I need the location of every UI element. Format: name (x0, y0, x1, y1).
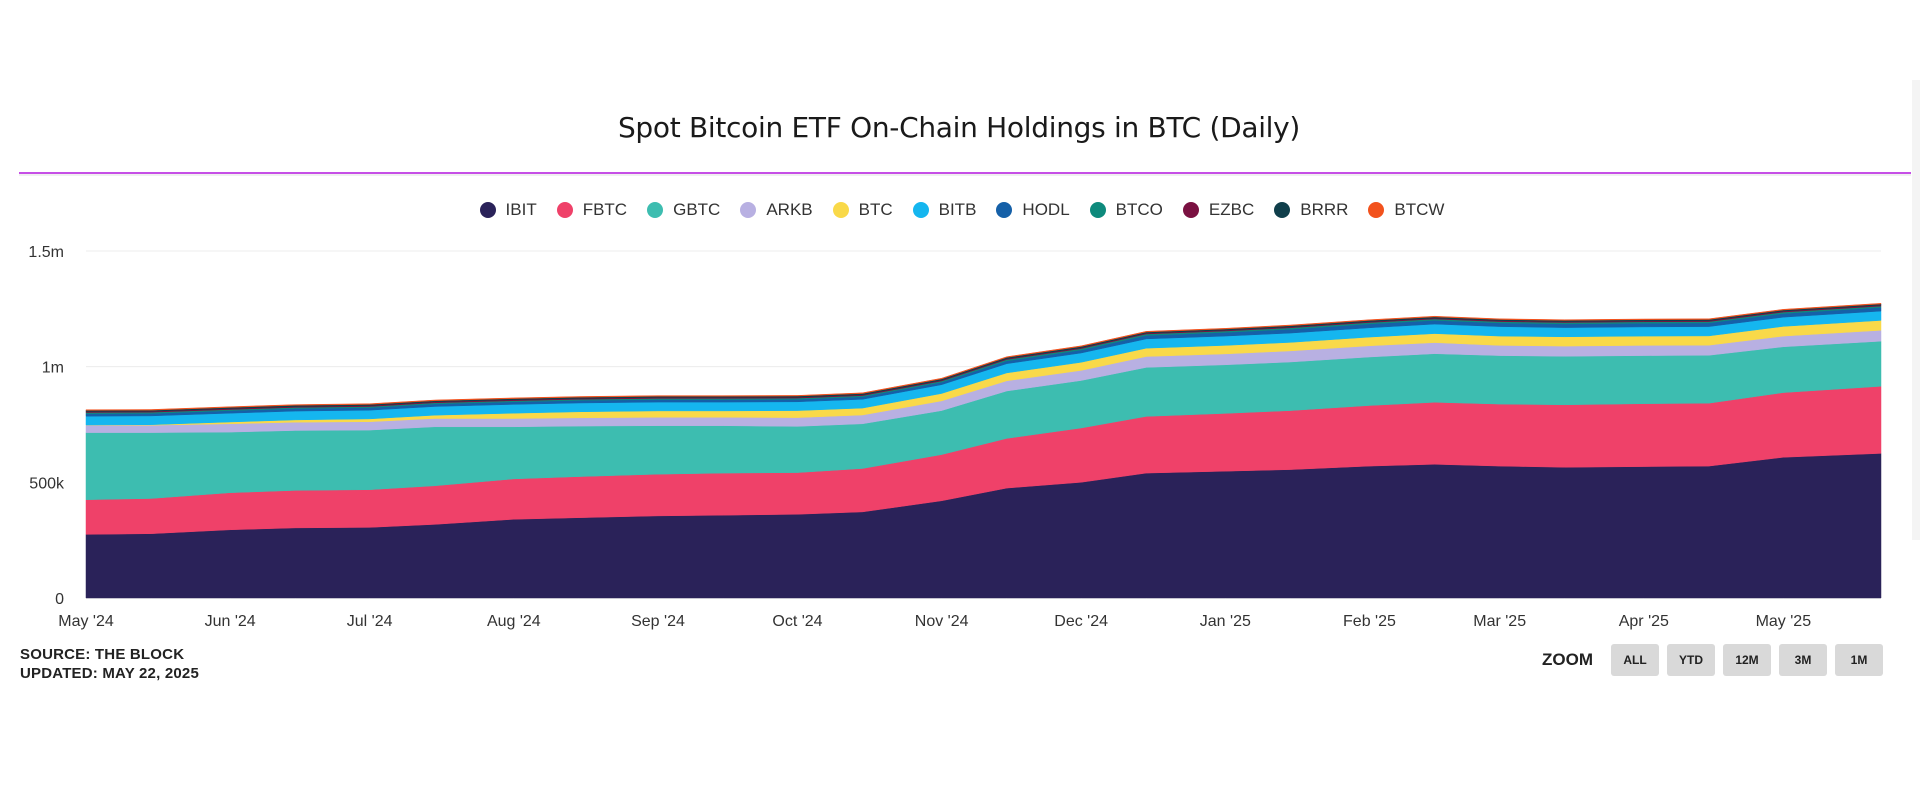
legend-item-fbtc[interactable]: FBTC (556, 200, 628, 220)
x-tick-label: May '24 (58, 613, 114, 630)
x-tick-label: Apr '25 (1619, 613, 1669, 630)
legend-swatch (912, 202, 929, 218)
x-tick-label: Mar '25 (1473, 613, 1526, 630)
legend-label: BITB (938, 200, 977, 219)
x-tick-label: Aug '24 (487, 613, 541, 630)
legend-swatch (832, 202, 849, 218)
legend-swatch (1368, 202, 1385, 218)
title-divider (19, 172, 1911, 174)
x-tick-label: Feb '25 (1343, 613, 1396, 630)
legend-swatch (1182, 202, 1199, 218)
x-tick-label: Jun '24 (205, 613, 256, 630)
stacked-area-chart: 0 500k 1m 1.5m May '24 Jun '24 Jul '24 Aug '24… (28, 244, 1882, 630)
x-tick-label: Jan '25 (1200, 613, 1251, 630)
legend-item-ezbc[interactable]: EZBC (1182, 200, 1255, 220)
x-tick-label: May '25 (1756, 613, 1812, 630)
zoom-3m-button[interactable]: 3M (1779, 644, 1827, 676)
legend-label: HODL (1022, 200, 1070, 219)
legend-label: IBIT (505, 200, 537, 219)
source-line: SOURCE: THE BLOCK (20, 646, 185, 663)
zoom-ytd-button[interactable]: YTD (1667, 644, 1715, 676)
legend-item-btco[interactable]: BTCO (1089, 200, 1163, 220)
area-btcw (85, 303, 1882, 411)
x-tick-label: Jul '24 (347, 613, 393, 630)
title-divider-shadow (19, 174, 1911, 176)
legend-swatch (740, 202, 757, 218)
y-tick-label: 0 (55, 591, 64, 608)
legend-swatch (556, 202, 573, 218)
legend-label: FBTC (582, 200, 628, 219)
zoom-label: ZOOM (1542, 650, 1593, 669)
updated-line: UPDATED: MAY 22, 2025 (20, 665, 199, 682)
y-axis-ticks: 0 500k 1m 1.5m (28, 244, 65, 608)
legend-swatch (1089, 202, 1106, 218)
y-tick-label: 500k (29, 475, 65, 492)
series-areas (85, 303, 1882, 599)
legend-item-brrr[interactable]: BRRR (1274, 200, 1348, 220)
legend-label: BTCW (1394, 200, 1445, 219)
legend-label: BTCO (1115, 200, 1163, 219)
legend-item-arkb[interactable]: ARKB (740, 200, 813, 220)
zoom-1m-button[interactable]: 1M (1835, 644, 1883, 676)
legend-label: BRRR (1300, 200, 1349, 219)
zoom-12m-button[interactable]: 12M (1723, 644, 1771, 676)
legend-swatch (996, 202, 1013, 218)
legend-item-btcw[interactable]: BTCW (1368, 200, 1444, 220)
legend-item-gbtc[interactable]: GBTC (647, 200, 720, 220)
legend-item-btc[interactable]: BTC (832, 200, 893, 220)
x-tick-label: Nov '24 (915, 613, 969, 630)
x-axis-ticks: May '24 Jun '24 Jul '24 Aug '24 Sep '24 Oct '… (58, 613, 1811, 630)
legend-item-ibit[interactable]: IBIT (479, 200, 537, 220)
zoom-controls: ZOOM ALL YTD 12M 3M 1M (1542, 644, 1883, 676)
legend-swatch (1274, 202, 1291, 218)
scrollbar[interactable] (1912, 80, 1920, 540)
legend-label: EZBC (1208, 200, 1255, 219)
legend-label: BTC (858, 200, 893, 219)
legend-swatch (647, 202, 664, 218)
zoom-all-button[interactable]: ALL (1611, 644, 1659, 676)
legend-swatch (479, 202, 496, 218)
y-tick-label: 1.5m (28, 244, 64, 261)
x-tick-label: Dec '24 (1054, 613, 1108, 630)
x-tick-label: Sep '24 (631, 613, 685, 630)
legend-label: GBTC (673, 200, 721, 219)
chart-title: Spot Bitcoin ETF On-Chain Holdings in BT… (617, 111, 1301, 144)
source-note: SOURCE: THE BLOCK UPDATED: MAY 22, 2025 (20, 645, 199, 683)
legend-item-hodl[interactable]: HODL (996, 200, 1070, 220)
legend-label: ARKB (766, 200, 813, 219)
chart-legend: IBIT FBTC GBTC ARKB BTC BITB HODL BTCO EZBC BRRR B… (0, 200, 1920, 220)
y-tick-label: 1m (42, 360, 64, 377)
legend-item-bitb[interactable]: BITB (912, 200, 977, 220)
x-tick-label: Oct '24 (772, 613, 822, 630)
